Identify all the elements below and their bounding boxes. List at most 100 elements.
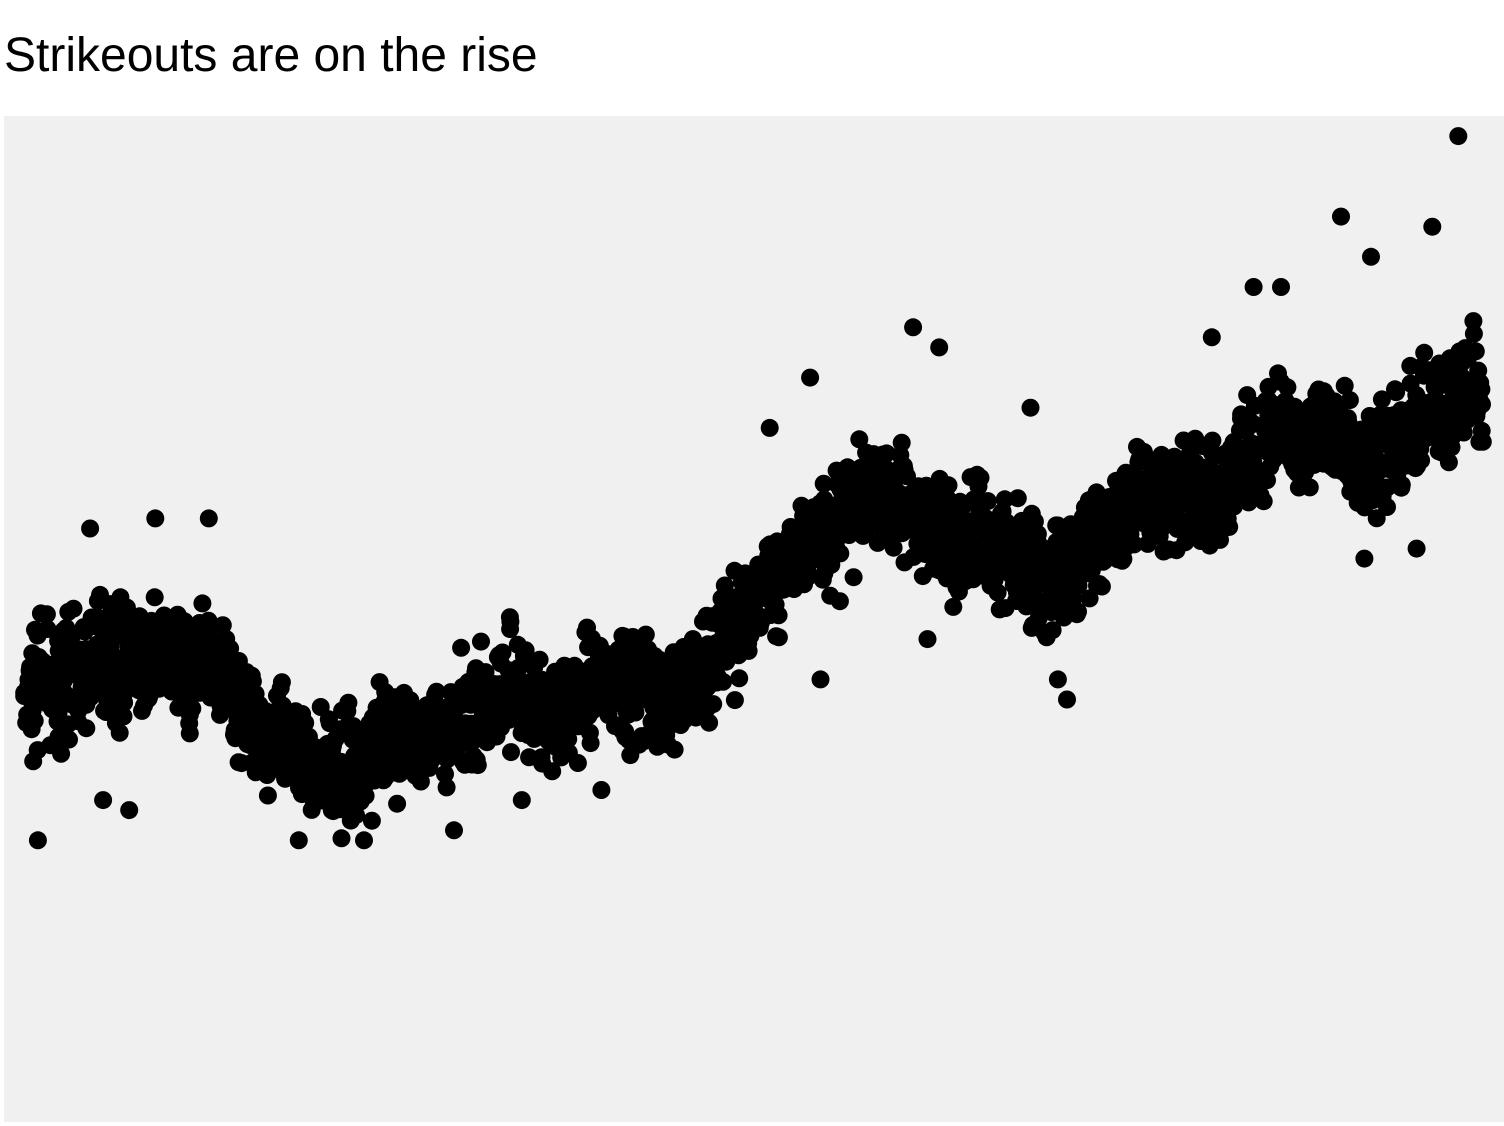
data-point: [538, 720, 557, 739]
data-point: [502, 743, 520, 762]
data-point: [981, 576, 1000, 595]
data-point: [1386, 380, 1404, 399]
data-point: [844, 568, 863, 587]
data-point: [161, 638, 180, 657]
data-point: [333, 701, 352, 720]
data-point: [1439, 371, 1457, 390]
data-point: [1043, 621, 1062, 640]
data-point: [145, 588, 164, 607]
data-point: [1439, 453, 1458, 472]
data-point: [1442, 438, 1461, 457]
data-point: [225, 725, 243, 744]
data-point: [968, 465, 987, 484]
data-point: [359, 773, 378, 791]
data-point: [316, 742, 335, 760]
outlier-point: [801, 368, 820, 387]
data-point: [629, 735, 648, 754]
data-point: [272, 673, 291, 692]
outlier-point: [501, 620, 520, 639]
data-point: [799, 567, 818, 586]
data-point: [81, 688, 100, 707]
data-point: [64, 599, 83, 618]
data-point: [467, 750, 486, 769]
data-point: [370, 673, 389, 692]
data-point: [970, 509, 989, 528]
data-point: [830, 592, 849, 611]
data-point: [537, 685, 556, 704]
outlier-point: [930, 338, 949, 357]
data-point: [180, 705, 199, 724]
data-point: [137, 692, 156, 710]
outlier-point: [199, 509, 218, 528]
data-point: [941, 535, 960, 554]
data-point: [1373, 487, 1392, 506]
data-point: [1452, 367, 1471, 386]
data-point: [197, 618, 216, 637]
data-point: [636, 625, 655, 644]
data-point: [362, 811, 381, 830]
data-point: [1067, 605, 1086, 624]
data-point: [840, 526, 859, 544]
data-point: [1254, 492, 1273, 511]
data-point: [1453, 413, 1472, 432]
outlier-point: [1355, 549, 1374, 568]
outlier-point: [1244, 278, 1263, 296]
data-point: [52, 744, 71, 763]
data-point: [452, 638, 471, 657]
outlier-point: [1021, 398, 1040, 417]
outlier-point: [355, 831, 373, 850]
data-point: [628, 684, 647, 703]
data-point: [1464, 324, 1483, 343]
data-point: [160, 668, 179, 687]
outlier-point: [904, 318, 923, 337]
data-point: [341, 811, 360, 830]
data-point: [315, 778, 334, 797]
data-point: [1340, 391, 1359, 410]
data-point: [615, 627, 634, 646]
data-point: [225, 651, 244, 670]
data-point: [1464, 312, 1483, 331]
data-point: [580, 723, 599, 742]
outlier-point: [1048, 670, 1067, 689]
chart-title: Strikeouts are on the rise: [4, 29, 538, 82]
data-point: [516, 641, 535, 660]
outlier-point: [94, 791, 113, 810]
data-point: [616, 722, 635, 741]
outlier-point: [1449, 127, 1468, 146]
data-point: [445, 696, 464, 715]
data-point: [1150, 500, 1168, 518]
data-point: [891, 446, 910, 465]
outlier-point: [1423, 217, 1442, 236]
data-point: [1392, 475, 1411, 494]
data-point: [83, 672, 102, 691]
data-point: [1111, 536, 1130, 555]
data-point: [1335, 376, 1354, 395]
data-point: [437, 778, 456, 797]
data-point: [1466, 342, 1485, 361]
points-layer: [15, 127, 1492, 850]
data-point: [1132, 452, 1151, 471]
data-point: [590, 636, 609, 655]
data-point: [526, 668, 545, 687]
data-point: [1128, 437, 1146, 456]
data-point: [1300, 478, 1319, 497]
data-point: [828, 540, 847, 559]
data-point: [890, 459, 909, 478]
data-point: [1411, 439, 1430, 458]
data-point: [77, 719, 96, 738]
data-point: [1373, 428, 1392, 447]
outlier-point: [1272, 278, 1290, 296]
data-point: [242, 666, 261, 685]
data-point: [746, 583, 765, 602]
data-point: [193, 594, 212, 613]
data-point: [1258, 471, 1276, 490]
data-point: [1113, 551, 1132, 570]
data-point: [1025, 512, 1044, 531]
data-point: [944, 597, 963, 616]
data-point: [406, 766, 425, 785]
data-point: [110, 723, 129, 742]
data-point: [1371, 405, 1390, 424]
outlier-point: [28, 831, 47, 850]
data-point: [1180, 452, 1199, 470]
